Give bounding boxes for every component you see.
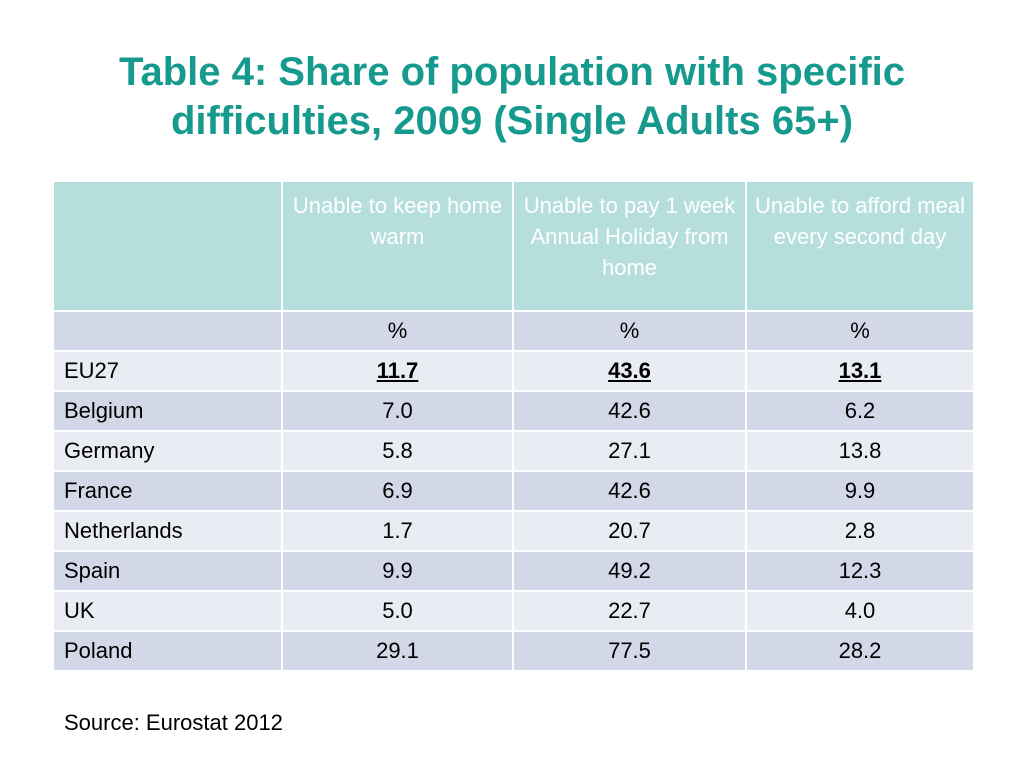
country-cell: UK bbox=[52, 590, 283, 632]
value-cell: 28.2 bbox=[745, 630, 975, 672]
unit-cell: % bbox=[745, 310, 975, 352]
title-line-1: Table 4: Share of population with specif… bbox=[118, 50, 905, 94]
value-cell: 9.9 bbox=[745, 470, 975, 512]
value-cell: 77.5 bbox=[512, 630, 747, 672]
value-cell: 12.3 bbox=[745, 550, 975, 592]
header-cell-blank bbox=[52, 180, 283, 312]
header-cell-holiday: Unable to pay 1 week Annual Holiday from… bbox=[512, 180, 747, 312]
header-cell-home-warm: Unable to keep home warm bbox=[281, 180, 514, 312]
country-cell: Spain bbox=[52, 550, 283, 592]
country-cell: France bbox=[52, 470, 283, 512]
difficulties-table: Unable to keep home warm Unable to pay 1… bbox=[52, 180, 975, 672]
value-cell: 5.8 bbox=[281, 430, 514, 472]
value-cell: 49.2 bbox=[512, 550, 747, 592]
country-cell: Poland bbox=[52, 630, 283, 672]
unit-cell: % bbox=[281, 310, 514, 352]
value-cell: 5.0 bbox=[281, 590, 514, 632]
table-row: Netherlands 1.7 20.7 2.8 bbox=[52, 510, 975, 552]
value-cell: 4.0 bbox=[745, 590, 975, 632]
source-note: Source: Eurostat 2012 bbox=[64, 710, 283, 735]
table-row: Spain 9.9 49.2 12.3 bbox=[52, 550, 975, 592]
value-cell: 22.7 bbox=[512, 590, 747, 632]
table-row: EU27 11.7 43.6 13.1 bbox=[52, 350, 975, 392]
value-cell: 11.7 bbox=[281, 350, 514, 392]
country-cell: Belgium bbox=[52, 390, 283, 432]
value-cell: 2.8 bbox=[745, 510, 975, 552]
value-cell: 9.9 bbox=[281, 550, 514, 592]
country-cell: EU27 bbox=[52, 350, 283, 392]
country-cell: Germany bbox=[52, 430, 283, 472]
value-cell: 13.1 bbox=[745, 350, 975, 392]
slide-title: Table 4: Share of population with specif… bbox=[60, 48, 964, 146]
value-cell: 42.6 bbox=[512, 470, 747, 512]
value-cell: 29.1 bbox=[281, 630, 514, 672]
value-cell: 27.1 bbox=[512, 430, 747, 472]
value-cell: 42.6 bbox=[512, 390, 747, 432]
value-cell: 6.2 bbox=[745, 390, 975, 432]
title-line-2: difficulties, 2009 (Single Adults 65+) bbox=[170, 99, 854, 143]
table-row: Germany 5.8 27.1 13.8 bbox=[52, 430, 975, 472]
units-row: % % % bbox=[52, 310, 975, 352]
table-row: Poland 29.1 77.5 28.2 bbox=[52, 630, 975, 672]
value-cell: 1.7 bbox=[281, 510, 514, 552]
value-cell: 43.6 bbox=[512, 350, 747, 392]
table-row: France 6.9 42.6 9.9 bbox=[52, 470, 975, 512]
unit-cell: % bbox=[512, 310, 747, 352]
header-cell-meal: Unable to afford meal every second day bbox=[745, 180, 975, 312]
table-row: UK 5.0 22.7 4.0 bbox=[52, 590, 975, 632]
table-row: Belgium 7.0 42.6 6.2 bbox=[52, 390, 975, 432]
unit-cell-blank bbox=[52, 310, 283, 352]
value-cell: 6.9 bbox=[281, 470, 514, 512]
value-cell: 13.8 bbox=[745, 430, 975, 472]
country-cell: Netherlands bbox=[52, 510, 283, 552]
header-row: Unable to keep home warm Unable to pay 1… bbox=[52, 180, 975, 312]
value-cell: 7.0 bbox=[281, 390, 514, 432]
value-cell: 20.7 bbox=[512, 510, 747, 552]
